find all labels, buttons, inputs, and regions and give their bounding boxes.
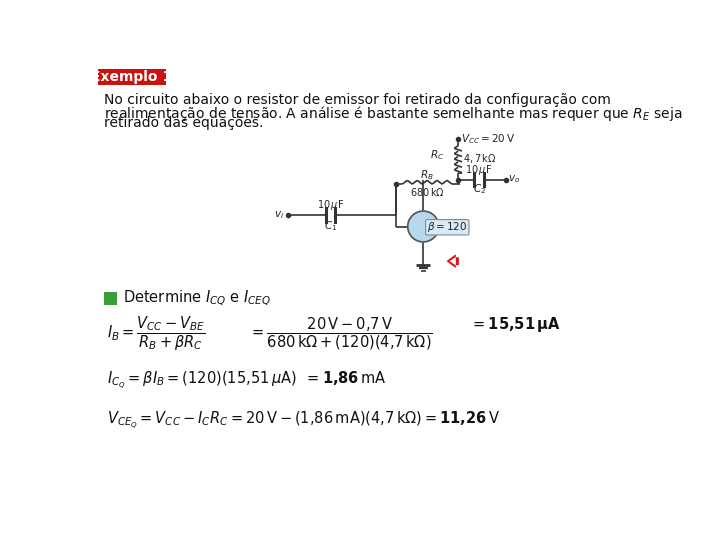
Text: Determine $I_{CQ}$ e $I_{CEQ}$: Determine $I_{CQ}$ e $I_{CEQ}$ — [123, 289, 271, 308]
Text: $10\,\mu\mathrm{F}$: $10\,\mu\mathrm{F}$ — [317, 198, 344, 212]
Text: $C_2$: $C_2$ — [472, 183, 485, 197]
Text: $4,7\,\mathrm{k}\Omega$: $4,7\,\mathrm{k}\Omega$ — [463, 152, 496, 165]
FancyBboxPatch shape — [104, 292, 117, 305]
Circle shape — [408, 211, 438, 242]
FancyBboxPatch shape — [426, 220, 469, 235]
FancyArrow shape — [449, 257, 456, 265]
Text: $C_1$: $C_1$ — [323, 219, 337, 233]
FancyArrow shape — [446, 254, 459, 268]
Text: $V_{CC} = 20\,\mathrm{V}$: $V_{CC} = 20\,\mathrm{V}$ — [462, 133, 516, 146]
Text: $680\,\mathrm{k}\Omega$: $680\,\mathrm{k}\Omega$ — [410, 186, 444, 198]
Text: $10\,\mu\mathrm{F}$: $10\,\mu\mathrm{F}$ — [465, 163, 492, 177]
Text: $V_{CE_Q} = V_{CC} - I_C R_C = 20\,\mathrm{V} - (1{,}86\,\mathrm{mA})(4{,}7\,\ma: $V_{CE_Q} = V_{CC} - I_C R_C = 20\,\math… — [107, 410, 500, 431]
Text: retirado das equações.: retirado das equações. — [104, 116, 264, 130]
Text: $\beta = 120$: $\beta = 120$ — [427, 220, 467, 234]
Text: Exemplo 1: Exemplo 1 — [91, 70, 172, 84]
Text: $v_i$: $v_i$ — [274, 209, 284, 221]
Text: $R_B$: $R_B$ — [420, 168, 434, 182]
Text: realimentação de tensão. A análise é bastante semelhante mas requer que $R_E$ se: realimentação de tensão. A análise é bas… — [104, 104, 683, 123]
Text: $= \dfrac{20\,\mathrm{V} - 0{,}7\,\mathrm{V}}{680\,\mathrm{k}\Omega + (120)(4{,}: $= \dfrac{20\,\mathrm{V} - 0{,}7\,\mathr… — [249, 315, 433, 352]
Text: $I_{C_Q} = \beta I_B = (120)(15{,}51\,\mu\mathrm{A})\;\; = \mathbf{1{,}86\,\math: $I_{C_Q} = \beta I_B = (120)(15{,}51\,\m… — [107, 369, 387, 390]
FancyBboxPatch shape — [98, 70, 166, 85]
Text: $R_C$: $R_C$ — [430, 148, 444, 162]
Text: $v_o$: $v_o$ — [508, 174, 521, 185]
Text: No circuito abaixo o resistor de emissor foi retirado da configuração com: No circuito abaixo o resistor de emissor… — [104, 92, 611, 106]
Text: $= \mathbf{15{,}51\,\mu A}$: $= \mathbf{15{,}51\,\mu A}$ — [469, 315, 560, 334]
Text: $I_B = \dfrac{V_{CC} - V_{BE}}{R_B + \beta R_C}$: $I_B = \dfrac{V_{CC} - V_{BE}}{R_B + \be… — [107, 315, 205, 353]
